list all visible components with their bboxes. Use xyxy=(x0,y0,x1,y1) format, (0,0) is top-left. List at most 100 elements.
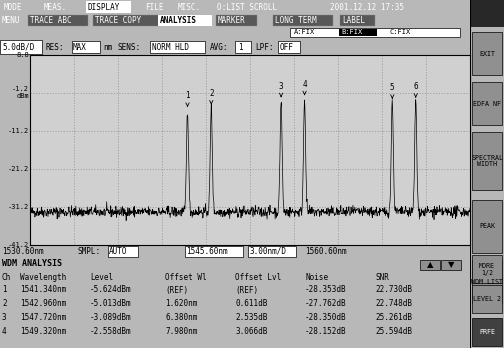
Text: TRACE COPY: TRACE COPY xyxy=(95,16,141,25)
Text: 1545.60nm: 1545.60nm xyxy=(186,247,228,256)
Bar xyxy=(472,260,502,303)
Bar xyxy=(472,285,502,313)
Text: MENU: MENU xyxy=(2,16,21,25)
Bar xyxy=(472,82,502,125)
Text: 7.980nm: 7.980nm xyxy=(165,327,198,337)
Text: RES:: RES: xyxy=(46,42,65,52)
Text: C:FIX: C:FIX xyxy=(390,30,411,35)
Bar xyxy=(472,132,502,190)
Bar xyxy=(72,41,100,53)
Text: 8.8: 8.8 xyxy=(16,52,29,58)
Text: OFF: OFF xyxy=(280,42,294,52)
Text: ANALYSIS: ANALYSIS xyxy=(160,16,197,25)
Text: 1549.320nm: 1549.320nm xyxy=(20,327,66,337)
Bar xyxy=(290,28,460,37)
Text: LPF:: LPF: xyxy=(255,42,274,52)
Text: O:LIST SCROLL: O:LIST SCROLL xyxy=(217,2,277,11)
Text: -41.2: -41.2 xyxy=(8,242,29,248)
Text: MORE
1/2: MORE 1/2 xyxy=(479,262,495,276)
Bar xyxy=(216,15,257,26)
Text: LONG TERM: LONG TERM xyxy=(275,16,317,25)
Text: 6: 6 xyxy=(413,82,418,97)
Text: -3.089dBm: -3.089dBm xyxy=(90,314,132,323)
Text: 3.066dB: 3.066dB xyxy=(235,327,268,337)
Text: nm: nm xyxy=(103,42,112,52)
Text: Ch: Ch xyxy=(2,272,11,282)
Text: 3.00nm/D: 3.00nm/D xyxy=(249,247,286,256)
Text: -11.2: -11.2 xyxy=(8,128,29,134)
Bar xyxy=(472,200,502,253)
Bar xyxy=(235,41,251,53)
Text: MODE: MODE xyxy=(4,2,23,11)
Text: 2: 2 xyxy=(209,89,214,104)
Text: 1542.960nm: 1542.960nm xyxy=(20,300,66,308)
Text: SENS:: SENS: xyxy=(118,42,141,52)
Text: -27.762dB: -27.762dB xyxy=(305,300,347,308)
Text: 3: 3 xyxy=(2,314,7,323)
Bar xyxy=(340,15,375,26)
Text: ▼: ▼ xyxy=(448,261,454,269)
Text: EXIT: EXIT xyxy=(479,50,495,56)
Text: NORM HLD: NORM HLD xyxy=(152,42,189,52)
Text: MEAS.: MEAS. xyxy=(44,2,67,11)
Bar xyxy=(420,260,440,270)
Text: SMPL:: SMPL: xyxy=(78,247,101,256)
Bar xyxy=(470,27,504,44)
Text: (REF): (REF) xyxy=(235,285,258,294)
Text: -5.624dBm: -5.624dBm xyxy=(90,285,132,294)
Bar xyxy=(470,14,504,27)
Text: WDM LIST: WDM LIST xyxy=(471,278,503,285)
Text: Wavelength: Wavelength xyxy=(20,272,66,282)
Bar xyxy=(278,41,300,53)
Text: SPECTRAL
WIDTH: SPECTRAL WIDTH xyxy=(471,155,503,167)
Text: A:FIX: A:FIX xyxy=(294,30,315,35)
Text: 2.535dB: 2.535dB xyxy=(235,314,268,323)
Bar xyxy=(0,40,42,54)
Text: -21.2: -21.2 xyxy=(8,166,29,172)
Text: -5.013dBm: -5.013dBm xyxy=(90,300,132,308)
Text: FILE: FILE xyxy=(145,2,163,11)
Text: 2: 2 xyxy=(2,300,7,308)
Text: 1: 1 xyxy=(185,91,190,106)
Text: MARKER: MARKER xyxy=(218,16,246,25)
Text: 5: 5 xyxy=(390,83,395,98)
Bar xyxy=(28,15,88,26)
Text: 22.748dB: 22.748dB xyxy=(375,300,412,308)
Text: 1: 1 xyxy=(2,285,7,294)
Bar xyxy=(470,0,504,14)
Text: MAX: MAX xyxy=(73,42,87,52)
Text: 4: 4 xyxy=(2,327,7,337)
Text: -2.558dBm: -2.558dBm xyxy=(90,327,132,337)
Bar xyxy=(86,1,132,13)
Text: 22.730dB: 22.730dB xyxy=(375,285,412,294)
Text: TRACE ABC: TRACE ABC xyxy=(30,16,72,25)
Bar xyxy=(441,260,461,270)
Bar xyxy=(472,318,502,346)
Text: 6.380nm: 6.380nm xyxy=(165,314,198,323)
Bar xyxy=(273,15,333,26)
Text: -1.2
dBm: -1.2 dBm xyxy=(12,87,29,100)
Text: AUTO: AUTO xyxy=(109,247,128,256)
Text: B:FIX: B:FIX xyxy=(341,30,362,35)
Text: 3: 3 xyxy=(279,82,283,97)
Text: Offset Wl: Offset Wl xyxy=(165,272,207,282)
Text: DISPLAY: DISPLAY xyxy=(88,2,120,11)
Text: 1.620nm: 1.620nm xyxy=(165,300,198,308)
Bar xyxy=(185,246,243,257)
Text: 25.594dB: 25.594dB xyxy=(375,327,412,337)
Text: WDM ANALYSIS: WDM ANALYSIS xyxy=(2,260,62,269)
Bar xyxy=(472,32,502,75)
Text: SNR: SNR xyxy=(375,272,389,282)
Text: ▲: ▲ xyxy=(427,261,433,269)
Bar xyxy=(248,246,296,257)
Bar xyxy=(472,255,502,283)
Text: Offset Lvl: Offset Lvl xyxy=(235,272,281,282)
Text: -28.152dB: -28.152dB xyxy=(305,327,347,337)
Text: -31.2: -31.2 xyxy=(8,204,29,210)
Text: -28.353dB: -28.353dB xyxy=(305,285,347,294)
Text: 1547.720nm: 1547.720nm xyxy=(20,314,66,323)
Bar xyxy=(339,29,377,36)
Text: AVG:: AVG: xyxy=(210,42,228,52)
Text: (REF): (REF) xyxy=(165,285,188,294)
Text: -28.350dB: -28.350dB xyxy=(305,314,347,323)
